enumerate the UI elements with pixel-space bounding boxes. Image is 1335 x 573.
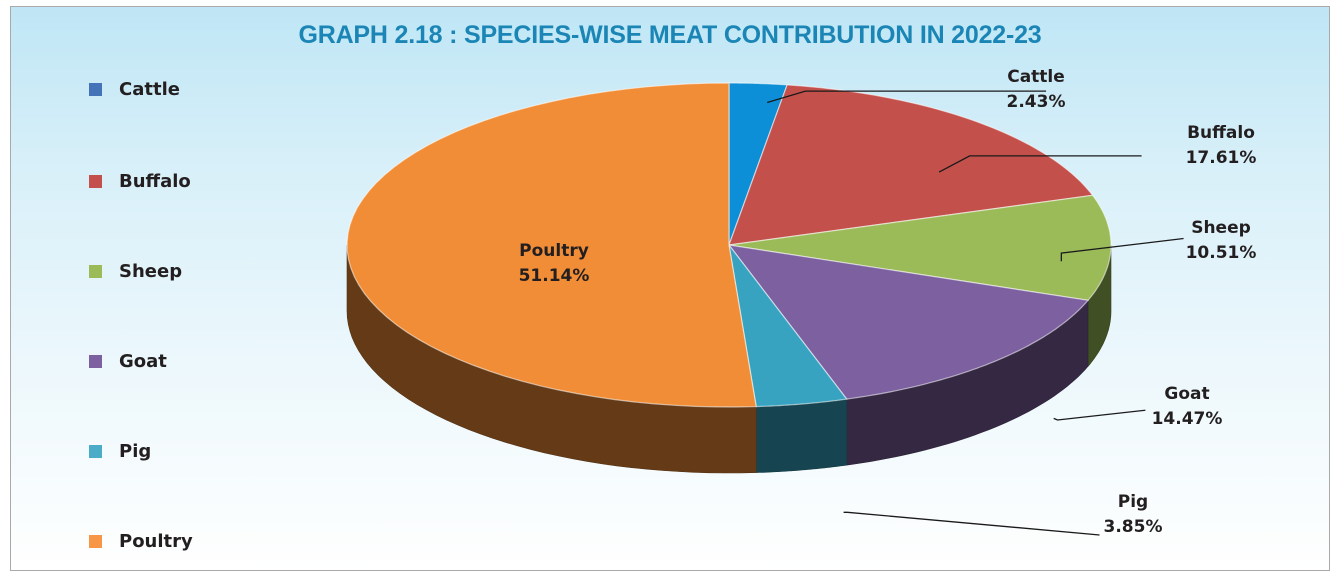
data-label-value-poultry: 51.14% <box>519 266 590 286</box>
legend-swatch <box>89 175 102 188</box>
legend-swatch <box>89 355 102 368</box>
data-label-name-cattle: Cattle <box>1007 67 1065 87</box>
data-label-name-sheep: Sheep <box>1191 218 1251 238</box>
leader-line-cattle <box>767 90 1047 104</box>
data-label-value-sheep: 10.51% <box>1186 243 1257 263</box>
legend-swatch <box>89 535 102 548</box>
data-label-name-poultry: Poultry <box>519 241 589 261</box>
legend-item-cattle: Cattle <box>89 79 180 100</box>
pie-slice-sheep <box>728 194 1112 301</box>
legend-swatch <box>89 265 102 278</box>
leader-line-pig <box>843 511 1100 536</box>
pie-slice-pig <box>728 244 848 408</box>
data-label-value-pig: 3.85% <box>1104 517 1163 537</box>
data-labels: Cattle 2.43% Buffalo 17.61% Sheep 10.51% Goat 1… <box>519 67 1257 537</box>
legend-label: Buffalo <box>119 171 191 192</box>
legend-swatch <box>89 445 102 458</box>
legend-item-buffalo: Buffalo <box>89 171 191 192</box>
pie-chart: Cattle 2.43% Buffalo 17.61% Sheep 10.51% Goat 1… <box>346 67 1257 537</box>
pie-slice-poultry <box>346 82 757 408</box>
legend-item-sheep: Sheep <box>89 261 182 282</box>
legend-item-goat: Goat <box>89 351 167 372</box>
pie-slice-goat <box>727 244 1090 400</box>
chart-title: GRAPH 2.18 : SPECIES-WISE MEAT CONTRIBUT… <box>298 21 1042 49</box>
pie-side-pig <box>755 398 847 473</box>
legend-swatch <box>89 83 102 96</box>
data-label-name-goat: Goat <box>1164 384 1209 404</box>
leader-line-sheep <box>1060 237 1184 262</box>
data-label-value-buffalo: 17.61% <box>1186 148 1257 168</box>
chart-frame: GRAPH 2.18 : SPECIES-WISE MEAT CONTRIBUT… <box>10 6 1330 571</box>
data-label-value-cattle: 2.43% <box>1007 92 1066 112</box>
legend-label: Goat <box>119 351 167 372</box>
leader-line-goat <box>1053 409 1146 421</box>
data-label-value-goat: 14.47% <box>1152 409 1223 429</box>
legend-item-pig: Pig <box>89 441 151 462</box>
legend-label: Sheep <box>119 261 183 282</box>
legend-label: Poultry <box>119 531 193 552</box>
pie-top <box>346 82 1112 408</box>
legend-item-poultry: Poultry <box>89 531 193 552</box>
legend-label: Pig <box>119 441 152 462</box>
leader-line-buffalo <box>938 155 1142 173</box>
data-label-name-buffalo: Buffalo <box>1187 123 1255 143</box>
data-label-name-pig: Pig <box>1118 492 1148 512</box>
legend-label: Cattle <box>119 79 180 100</box>
